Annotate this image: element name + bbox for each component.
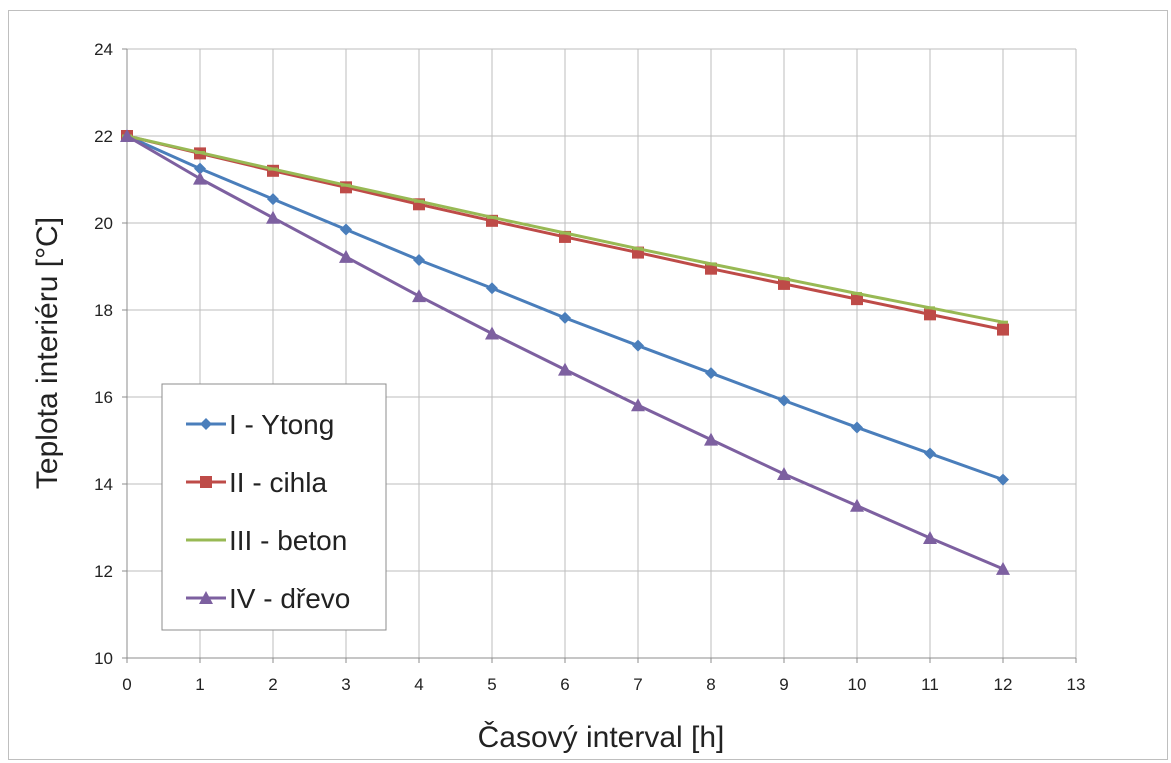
x-tick-label: 10: [848, 675, 867, 694]
data-point: [778, 394, 790, 407]
legend-label: I - Ytong: [229, 409, 334, 440]
data-point: [704, 432, 718, 446]
grid: [127, 48, 1077, 658]
x-tick-label: 12: [994, 675, 1013, 694]
data-point: [267, 193, 279, 206]
x-tick-label: 13: [1067, 675, 1086, 694]
data-point: [559, 311, 571, 324]
legend-label: III - beton: [229, 525, 347, 556]
data-point: [705, 367, 717, 380]
data-point: [851, 421, 863, 434]
y-tick-label: 10: [94, 649, 113, 668]
legend: I - Ytong II - cihla III - beton IV - dřevo: [161, 383, 387, 631]
data-point: [412, 289, 426, 303]
data-point: [413, 253, 425, 266]
axes: [126, 49, 1076, 659]
data-point: [194, 162, 206, 175]
x-tick-label: 5: [487, 675, 496, 694]
y-tick-label: 20: [94, 214, 113, 233]
y-tick-label: 18: [94, 301, 113, 320]
legend-swatch-marker: [199, 591, 213, 604]
chart-frame: 10 12 14 16 18 20 22 24 0 1 2 3 4 5 6 7 8 9 10 11 12 13 Tepl…: [8, 10, 1168, 760]
data-point: [777, 466, 791, 480]
x-tick-label: 7: [633, 675, 642, 694]
y-tick-label: 24: [94, 40, 113, 59]
legend-swatch-marker: [200, 476, 212, 488]
x-axis-title: Časový interval [h]: [478, 720, 725, 754]
legend-item-4: IV - dřevo: [186, 583, 350, 614]
legend-item-1: I - Ytong: [186, 409, 334, 440]
data-point: [120, 129, 134, 142]
y-tick-label: 14: [94, 475, 113, 494]
data-point: [997, 323, 1009, 336]
y-tick-label: 16: [94, 388, 113, 407]
x-tick-label: 1: [195, 675, 204, 694]
x-tick-label: 3: [341, 675, 350, 694]
series-1: [121, 130, 1009, 486]
data-point: [924, 308, 936, 321]
data-point: [851, 293, 863, 306]
data-point: [340, 223, 352, 236]
data-point: [339, 249, 353, 263]
data-point: [485, 326, 499, 340]
series: [120, 129, 1010, 575]
legend-item-3: III - beton: [186, 525, 347, 556]
data-point: [778, 277, 790, 290]
x-tick-label: 2: [268, 675, 277, 694]
legend-item-2: II - cihla: [186, 467, 327, 498]
y-tick-label: 22: [94, 127, 113, 146]
data-point: [631, 398, 645, 412]
x-tick-label: 9: [779, 675, 788, 694]
data-point: [923, 530, 937, 544]
legend-swatch-marker: [200, 418, 212, 430]
x-tick-label: 4: [414, 675, 423, 694]
x-tick-labels: 0 1 2 3 4 5 6 7 8 9 10 11 12 13: [122, 658, 1085, 694]
y-axis-title: Teplota interiéru [°C]: [31, 217, 64, 489]
y-tick-label: 12: [94, 562, 113, 581]
data-point: [996, 561, 1010, 575]
data-point: [266, 210, 280, 224]
data-point: [997, 473, 1009, 486]
legend-label: II - cihla: [229, 467, 327, 498]
series-4: [120, 129, 1010, 575]
data-point: [850, 498, 864, 512]
y-tick-labels: 10 12 14 16 18 20 22 24: [94, 40, 127, 668]
x-tick-label: 6: [560, 675, 569, 694]
x-tick-label: 11: [921, 675, 939, 694]
data-point: [924, 447, 936, 460]
data-point: [193, 171, 207, 185]
data-point: [558, 362, 572, 376]
x-tick-label: 0: [122, 675, 131, 694]
legend-label: IV - dřevo: [229, 583, 350, 614]
x-tick-label: 8: [706, 675, 715, 694]
data-point: [486, 282, 498, 295]
data-point: [632, 339, 644, 352]
